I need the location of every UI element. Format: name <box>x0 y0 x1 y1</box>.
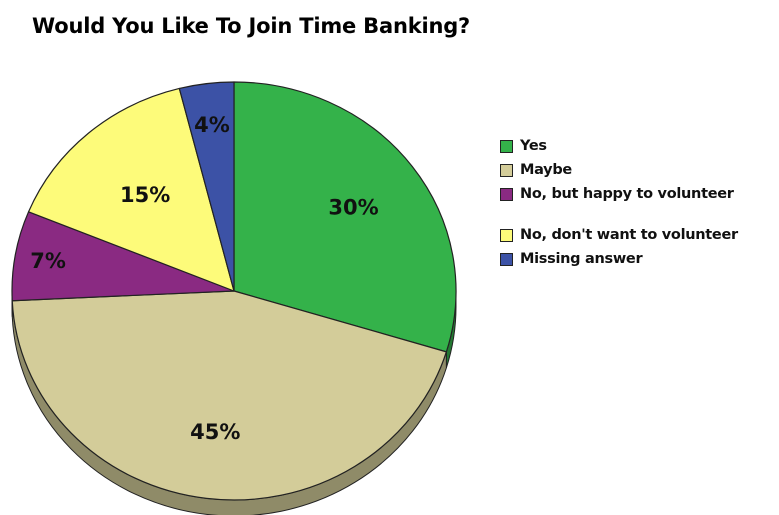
legend-label-no-dont-want-to-volunteer: No, don't want to volunteer <box>520 227 738 243</box>
chart-title: Would You Like To Join Time Banking? <box>32 14 471 38</box>
legend-item-no-dont-want-to-volunteer: No, don't want to volunteer <box>500 225 738 245</box>
legend-swatch-maybe <box>500 163 513 177</box>
legend-label-missing-answer: Missing answer <box>520 251 643 267</box>
slice-label-missing-answer: 4% <box>194 113 230 137</box>
pie-slice-no-dont-want-to-volunteer <box>27 87 235 292</box>
legend-label-yes: Yes <box>520 138 547 154</box>
pie-slice-yes <box>233 81 457 353</box>
legend-label-no-happy-to-volunteer: No, but happy to volunteer <box>520 186 734 202</box>
legend-label-maybe: Maybe <box>520 162 572 178</box>
legend-swatch-no-dont-want-to-volunteer <box>500 228 513 242</box>
legend-swatch-yes <box>500 139 513 153</box>
legend-swatch-no-happy-to-volunteer <box>500 187 513 201</box>
legend-item-no-happy-to-volunteer: No, but happy to volunteer <box>500 184 734 204</box>
legend-swatch-missing-answer <box>500 252 513 266</box>
slice-label-yes: 30% <box>328 196 378 220</box>
legend-item-missing-answer: Missing answer <box>500 249 643 269</box>
legend-item-yes: Yes <box>500 136 547 156</box>
pie-slice-maybe <box>11 290 447 501</box>
slice-label-no-happy-to-volunteer: 7% <box>30 249 66 273</box>
slice-label-no-dont-want-to-volunteer: 15% <box>120 183 170 207</box>
legend-item-maybe: Maybe <box>500 160 572 180</box>
pie-slice-missing-answer <box>178 81 235 292</box>
slice-label-maybe: 45% <box>190 420 240 444</box>
